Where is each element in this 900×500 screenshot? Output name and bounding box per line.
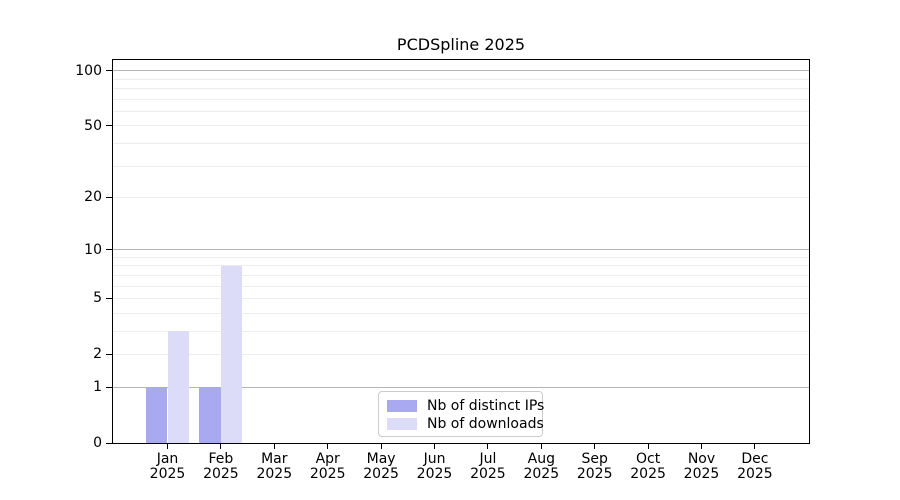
x-axis-tick-label: Feb 2025 — [203, 451, 239, 482]
x-axis-tick — [167, 444, 168, 449]
y-axis-tick-label: 10 — [84, 241, 102, 258]
x-axis-tick — [594, 444, 596, 449]
legend-entry: Nb of downloads — [387, 415, 544, 432]
major-gridline — [113, 70, 809, 72]
bar-distinct-ips — [199, 387, 221, 443]
legend-swatch-downloads — [387, 417, 417, 430]
y-axis-tick-label: 50 — [84, 117, 102, 134]
minor-gridline — [113, 312, 809, 314]
x-axis-tick-label: Mar 2025 — [256, 451, 293, 482]
minor-gridline — [113, 88, 809, 90]
minor-gridline — [113, 78, 809, 80]
x-axis-tick — [754, 444, 756, 449]
minor-gridline — [113, 143, 809, 144]
x-axis-tick-label: Nov 2025 — [683, 451, 720, 482]
x-axis-tick-label: Jan 2025 — [149, 451, 186, 482]
minor-gridline — [113, 285, 809, 287]
y-axis-tick — [106, 125, 112, 127]
x-axis-tick-label: Apr 2025 — [309, 451, 346, 482]
y-axis-tick — [106, 70, 112, 72]
x-axis-tick — [487, 444, 489, 449]
x-axis-tick-label: Aug 2025 — [523, 451, 560, 482]
bar-downloads — [167, 331, 190, 443]
minor-gridline — [113, 98, 809, 100]
y-axis-tick — [106, 249, 112, 251]
minor-gridline — [113, 274, 809, 276]
x-axis-tick — [220, 444, 222, 449]
y-axis-tick — [106, 386, 112, 388]
minor-gridline — [113, 330, 809, 332]
x-axis-tick-label: Dec 2025 — [737, 451, 773, 482]
minor-gridline — [113, 165, 809, 167]
minor-gridline — [113, 196, 809, 198]
major-gridline — [113, 249, 809, 251]
chart-title: PCDSpline 2025 — [396, 35, 526, 54]
minor-gridline — [113, 297, 809, 299]
x-axis-tick — [273, 444, 275, 449]
y-axis-tick — [106, 297, 112, 299]
bar-distinct-ips — [145, 387, 168, 443]
x-axis-tick — [380, 444, 382, 449]
x-axis-tick — [540, 444, 542, 449]
y-axis-tick-label: 20 — [84, 189, 102, 206]
x-axis-tick — [327, 444, 329, 449]
plot-area — [112, 59, 810, 444]
minor-gridline — [113, 110, 809, 112]
minor-gridline — [113, 125, 809, 127]
x-axis-tick — [647, 444, 649, 449]
y-axis-tick — [106, 353, 112, 355]
y-axis-tick-label: 100 — [75, 62, 102, 79]
major-gridline — [113, 386, 809, 388]
x-axis-tick-label: Jun 2025 — [416, 451, 453, 482]
legend-label: Nb of distinct IPs — [427, 397, 545, 414]
minor-gridline — [113, 353, 809, 355]
legend-label: Nb of downloads — [427, 415, 544, 432]
x-axis-tick-label: May 2025 — [363, 451, 399, 482]
legend-entry: Nb of distinct IPs — [387, 397, 544, 414]
y-axis-tick — [106, 442, 112, 444]
bar-downloads — [220, 265, 243, 443]
y-axis-tick-label: 0 — [93, 435, 102, 451]
legend-swatch-distinct-ips — [387, 399, 417, 412]
minor-gridline — [113, 265, 809, 267]
x-axis-tick-label: Oct 2025 — [630, 451, 666, 482]
x-axis-tick-label: Jul 2025 — [470, 451, 506, 482]
legend: Nb of distinct IPs Nb of downloads — [378, 391, 544, 437]
x-axis-tick — [701, 444, 702, 449]
y-axis-tick-label: 1 — [93, 379, 102, 396]
minor-gridline — [113, 256, 809, 258]
x-axis-tick-label: Sep 2025 — [576, 451, 613, 482]
x-axis-tick — [434, 444, 435, 449]
y-axis-tick-label: 2 — [93, 346, 102, 363]
y-axis-tick-label: 5 — [93, 290, 102, 307]
y-axis-tick — [106, 196, 112, 198]
